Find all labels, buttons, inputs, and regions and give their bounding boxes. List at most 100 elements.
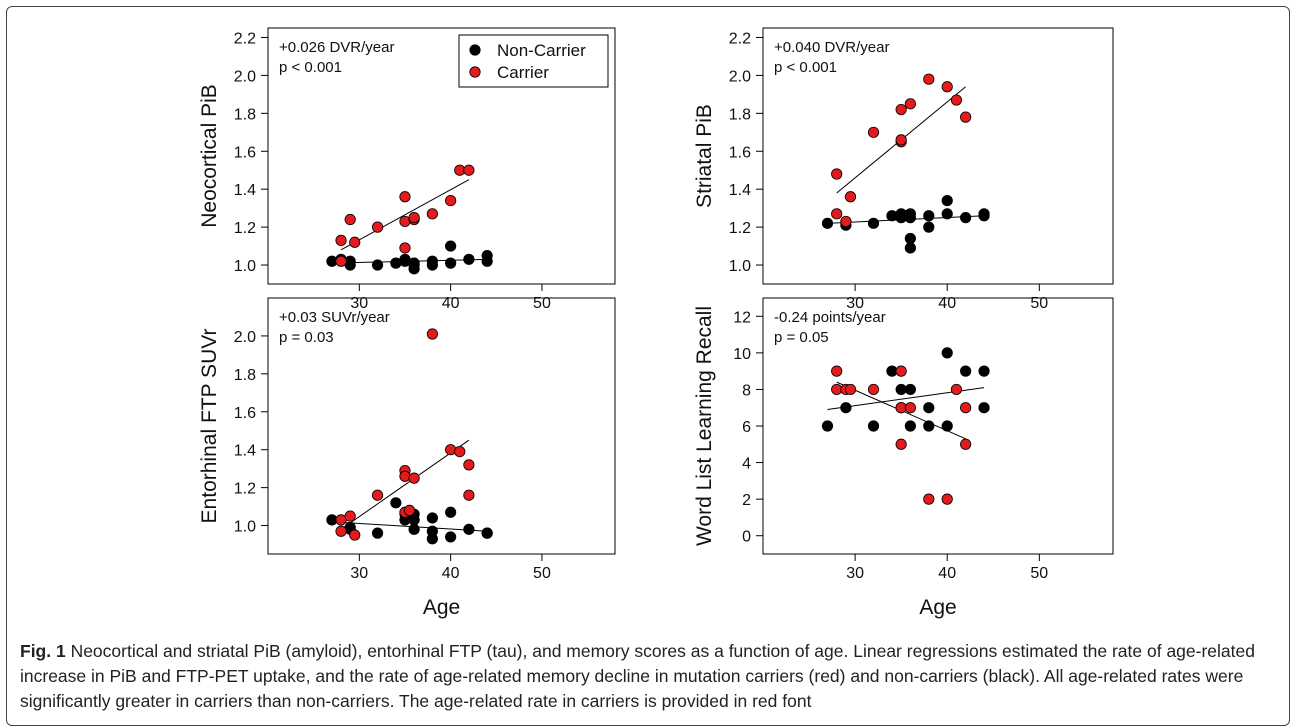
legend: Non-Carrier Carrier xyxy=(458,34,609,88)
point-non-carrier xyxy=(904,242,916,254)
legend-box xyxy=(458,34,609,88)
y-tick-label: 1.0 xyxy=(234,258,256,275)
point-carrier xyxy=(831,365,843,377)
point-non-carrier xyxy=(941,194,953,207)
point-carrier xyxy=(408,472,420,484)
point-carrier xyxy=(371,221,384,233)
y-tick-label: 1.6 xyxy=(234,405,256,422)
point-non-carrier xyxy=(923,210,935,222)
point-non-carrier xyxy=(408,514,420,526)
y-tick-label: 1.8 xyxy=(234,367,256,384)
point-non-carrier xyxy=(463,523,475,535)
point-carrier xyxy=(463,164,475,176)
point-carrier xyxy=(831,208,843,220)
y-tick-label: 6 xyxy=(742,419,751,436)
point-carrier xyxy=(844,191,857,203)
annotation-text: p = 0.05 xyxy=(774,329,829,346)
point-carrier xyxy=(844,383,857,396)
y-tick-label: 2.2 xyxy=(234,30,256,47)
point-carrier xyxy=(445,194,457,207)
x-tick-label: 40 xyxy=(442,295,460,312)
point-carrier xyxy=(445,444,457,456)
y-axis-label: Striatal PiB xyxy=(693,104,716,208)
y-axis-label: Neocortical PiB xyxy=(198,84,221,228)
point-non-carrier xyxy=(904,383,916,396)
point-non-carrier xyxy=(941,208,953,220)
point-non-carrier xyxy=(371,527,384,539)
x-tick-label: 50 xyxy=(533,295,551,312)
legend-marker xyxy=(469,66,481,78)
point-carrier xyxy=(950,383,963,396)
point-non-carrier xyxy=(371,259,384,271)
point-carrier xyxy=(904,98,916,110)
y-tick-label: 1.8 xyxy=(729,106,751,123)
y-tick-label: 0 xyxy=(742,529,751,546)
point-carrier xyxy=(904,402,916,414)
y-tick-label: 8 xyxy=(742,382,751,399)
point-non-carrier xyxy=(445,531,457,543)
plot-frame xyxy=(762,27,1114,285)
point-non-carrier xyxy=(426,533,438,545)
point-carrier xyxy=(454,445,466,458)
point-carrier xyxy=(960,402,972,414)
x-tick-label: 40 xyxy=(938,565,956,582)
y-tick-label: 1.4 xyxy=(234,443,256,460)
point-non-carrier xyxy=(923,221,935,233)
point-non-carrier xyxy=(867,420,880,432)
annotation-text: +0.03 SUVr/year xyxy=(279,309,390,326)
y-tick-label: 2.0 xyxy=(729,68,751,85)
point-non-carrier xyxy=(445,506,457,518)
legend-label: Non-Carrier xyxy=(497,41,586,60)
point-non-carrier xyxy=(886,210,898,222)
point-carrier xyxy=(941,81,953,93)
y-tick-label: 1.6 xyxy=(729,144,751,161)
point-carrier xyxy=(335,255,347,267)
panel-1: 1.0 1.2 1.4 1.6 1.8 2.0 2.2 30 40 50 Neocortical P… xyxy=(198,27,616,312)
point-carrier xyxy=(399,242,411,254)
point-non-carrier xyxy=(408,523,420,535)
caption-label: Fig. 1 xyxy=(20,641,66,661)
x-tick-label: 30 xyxy=(846,295,864,312)
point-non-carrier xyxy=(904,420,916,432)
figure-caption: Fig. 1 Neocortical and striatal PiB (amy… xyxy=(20,639,1275,714)
y-tick-label: 2.0 xyxy=(234,68,256,85)
x-axis-label: Age xyxy=(423,596,460,619)
plot-frame xyxy=(267,27,616,285)
y-axis-label: Word List Learning Recall xyxy=(693,306,716,546)
y-tick-label: 2.0 xyxy=(234,329,256,346)
point-carrier xyxy=(344,510,356,522)
point-carrier xyxy=(923,493,935,505)
y-tick-label: 1.8 xyxy=(234,106,256,123)
x-tick-label: 30 xyxy=(350,565,368,582)
y-tick-label: 1.0 xyxy=(234,519,256,536)
fit-line-carrier xyxy=(340,439,470,530)
point-non-carrier xyxy=(463,253,475,265)
point-carrier xyxy=(895,134,907,146)
point-carrier xyxy=(941,493,953,505)
point-non-carrier xyxy=(426,255,438,267)
x-tick-label: 50 xyxy=(533,565,551,582)
legend-label: Carrier xyxy=(497,63,549,82)
panel-3: 1.0 1.2 1.4 1.6 1.8 2.0 30 40 50 Entorhinal FTP S… xyxy=(198,297,616,619)
point-non-carrier xyxy=(445,240,457,252)
point-non-carrier xyxy=(481,249,493,262)
point-carrier xyxy=(426,328,438,340)
point-non-carrier xyxy=(390,497,402,509)
x-tick-label: 50 xyxy=(1030,295,1048,312)
point-non-carrier xyxy=(445,257,457,269)
point-non-carrier xyxy=(821,217,834,229)
annotation-text: +0.026 DVR/year xyxy=(279,39,394,56)
panel-4: 0 2 4 6 8 10 12 30 40 50 Word List Learning Recall… xyxy=(693,297,1114,619)
point-carrier xyxy=(831,168,843,180)
x-tick-label: 30 xyxy=(350,295,368,312)
y-tick-label: 1.2 xyxy=(729,220,751,237)
point-carrier xyxy=(895,438,907,450)
point-non-carrier xyxy=(840,402,852,414)
point-carrier xyxy=(923,73,935,85)
fit-line-carrier xyxy=(340,179,470,251)
point-non-carrier xyxy=(426,512,438,524)
point-carrier xyxy=(399,470,411,482)
x-tick-label: 40 xyxy=(442,565,460,582)
point-carrier xyxy=(950,94,963,106)
y-axis-label: Entorhinal FTP SUVr xyxy=(198,329,221,524)
